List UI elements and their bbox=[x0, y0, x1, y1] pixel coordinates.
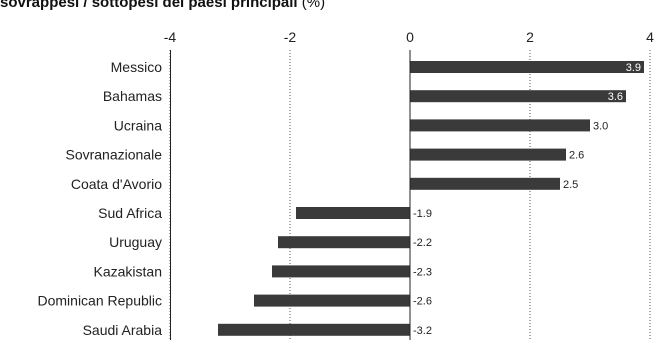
data-label: 3.9 bbox=[626, 62, 641, 74]
category-label: Sud Africa bbox=[98, 205, 162, 221]
x-tick-label: 2 bbox=[526, 29, 534, 45]
bar bbox=[296, 207, 410, 219]
bar bbox=[410, 61, 644, 73]
category-label: Bahamas bbox=[103, 88, 162, 104]
chart-title: sovrappesi / sottopesi dei paesi princip… bbox=[0, 0, 325, 11]
x-tick-label: 4 bbox=[646, 29, 654, 45]
bar bbox=[410, 177, 560, 190]
data-label: 3.6 bbox=[608, 91, 623, 103]
data-label: 2.6 bbox=[569, 150, 584, 162]
bar bbox=[218, 323, 410, 336]
data-label: -1.9 bbox=[413, 208, 432, 220]
bar bbox=[410, 90, 626, 103]
category-label: Sovranazionale bbox=[65, 147, 162, 163]
category-label: Uruguay bbox=[109, 234, 162, 250]
bar bbox=[410, 119, 590, 132]
category-label: Messico bbox=[111, 59, 163, 75]
data-label: 3.0 bbox=[593, 120, 608, 132]
x-tick-label: -4 bbox=[164, 29, 177, 45]
data-label: -3.2 bbox=[413, 325, 432, 337]
bar bbox=[410, 148, 566, 161]
bar bbox=[272, 265, 410, 278]
category-label: Saudi Arabia bbox=[83, 322, 163, 338]
bar bbox=[254, 294, 410, 307]
data-label: -2.6 bbox=[413, 296, 432, 308]
data-label: 2.5 bbox=[563, 179, 578, 191]
data-label: -2.2 bbox=[413, 237, 432, 249]
chart-title-main: sovrappesi / sottopesi dei paesi princip… bbox=[0, 0, 298, 11]
category-label: Kazakistan bbox=[94, 263, 162, 279]
data-label: -2.3 bbox=[413, 266, 432, 278]
chart-title-unit: (%) bbox=[297, 0, 326, 11]
category-label: Dominican Republic bbox=[37, 293, 162, 309]
category-label: Ucraina bbox=[114, 117, 162, 133]
bar bbox=[278, 236, 410, 249]
x-tick-label: 0 bbox=[406, 29, 414, 45]
x-tick-label: -2 bbox=[284, 29, 297, 45]
category-label: Coata d'Avorio bbox=[71, 176, 162, 192]
